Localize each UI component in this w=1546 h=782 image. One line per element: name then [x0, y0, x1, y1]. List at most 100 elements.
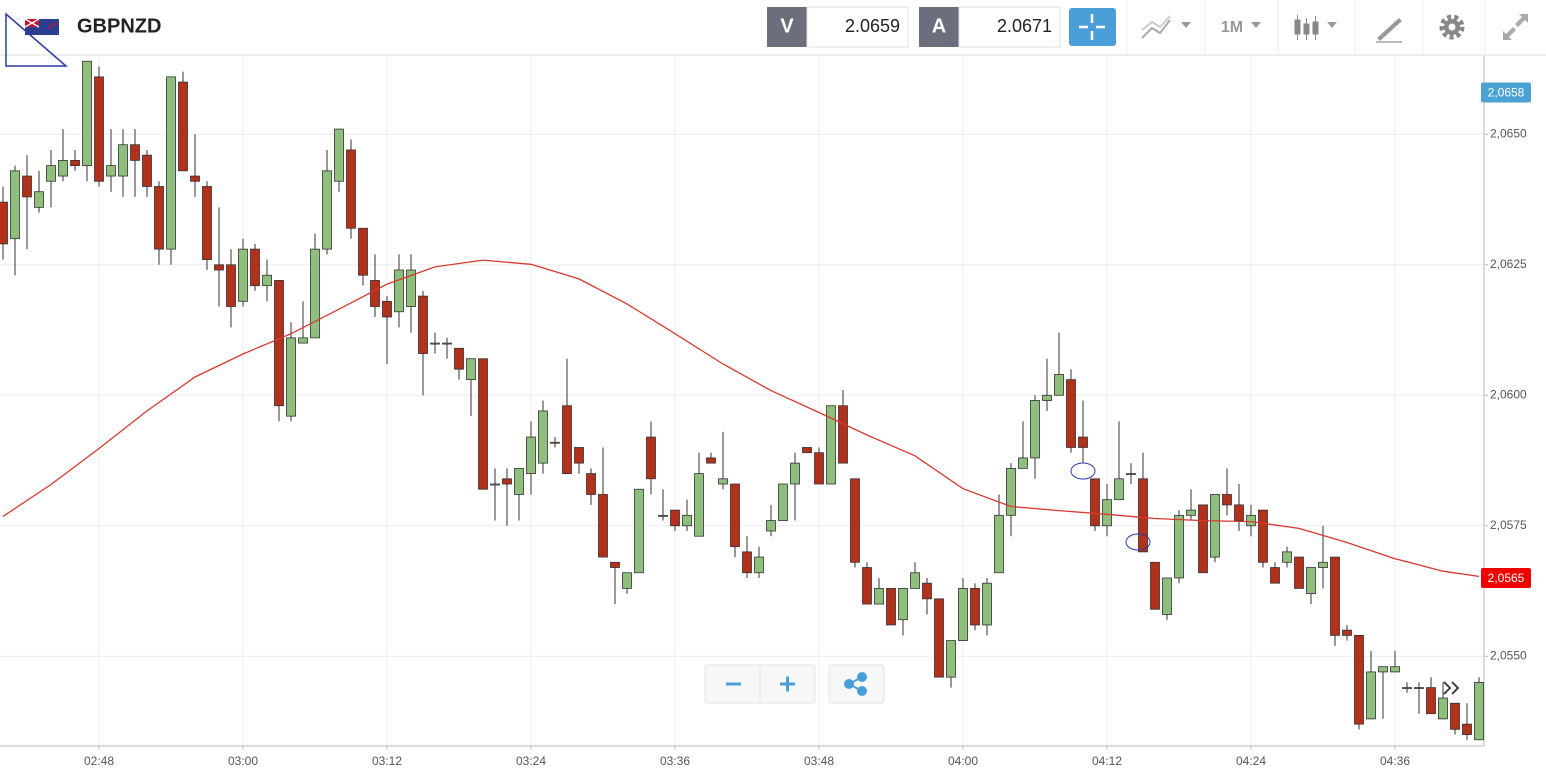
candle-body: [1354, 634, 1364, 725]
drawn-triangle: [5, 12, 69, 67]
candle-body: [550, 441, 560, 444]
candle-body: [718, 478, 728, 485]
x-tick-label: 03:12: [372, 754, 402, 768]
y-tick-label: 2,0575: [1490, 518, 1527, 532]
candle-body: [670, 509, 680, 527]
candle-body: [838, 405, 848, 464]
timeframe-button[interactable]: 1M: [1221, 19, 1261, 36]
candle-body: [1054, 374, 1064, 396]
candle-body: [598, 494, 608, 558]
grid: [0, 56, 1484, 745]
candle-body: [790, 462, 800, 485]
candle-body: [526, 436, 536, 474]
candle-body: [958, 588, 968, 642]
zoom-in-button[interactable]: [780, 676, 795, 692]
ask-label: A: [932, 15, 946, 37]
candle-body: [1438, 697, 1448, 720]
candle-body: [478, 358, 488, 490]
share-button[interactable]: [844, 672, 867, 696]
candle-body: [1126, 473, 1136, 475]
candle-body: [202, 186, 212, 260]
timeframe[interactable]: 1M: [1221, 19, 1243, 36]
candle-body: [646, 436, 656, 480]
candle-body: [862, 567, 872, 605]
candle-body: [910, 572, 920, 589]
settings-button[interactable]: [1439, 14, 1465, 40]
candle-body: [742, 551, 752, 574]
fullscreen-button[interactable]: [1503, 14, 1528, 40]
x-tick-label: 02:48: [84, 754, 114, 768]
candle-body: [10, 170, 20, 240]
candle-body: [298, 337, 308, 344]
x-tick-label: 04:00: [948, 754, 978, 768]
candle-body: [142, 154, 152, 187]
plot-area: [0, 60, 1484, 741]
candle-body: [0, 201, 8, 245]
candle-body: [874, 588, 884, 605]
candle-body: [1162, 577, 1172, 615]
ask-box: [958, 6, 1061, 48]
price-marker: [1481, 82, 1531, 103]
candle-body: [430, 342, 440, 345]
x-tick-label: 04:36: [1380, 754, 1410, 768]
candle-body: [994, 514, 1004, 574]
candle-body: [106, 165, 116, 177]
candle-body: [1462, 723, 1472, 735]
candle-body: [1090, 478, 1100, 527]
scroll-end-button[interactable]: [1443, 681, 1460, 695]
drawing-button[interactable]: [1376, 18, 1402, 43]
axes: 2,0650 2,0625 2,0600 2,0575 2,0550 02:48 03:00…: [84, 82, 1531, 768]
price-marker-label: 2,0565: [1488, 571, 1525, 585]
drawn-ellipse: [1070, 462, 1096, 480]
candle-body: [1282, 551, 1292, 563]
candle-body: [406, 269, 416, 307]
candle-body: [58, 159, 68, 177]
candles-button[interactable]: [1294, 15, 1337, 40]
candle-body: [1150, 561, 1160, 610]
y-tick-label: 2,0625: [1490, 257, 1527, 271]
bid-box: [806, 6, 909, 48]
share-box: [828, 664, 885, 704]
candle-body: [394, 269, 404, 313]
candle-body: [466, 358, 476, 381]
candle-body: [82, 60, 92, 167]
candle-body: [1330, 556, 1340, 636]
crosshair-button[interactable]: [1069, 8, 1116, 46]
candle-body: [1114, 478, 1124, 501]
candle-body: [982, 582, 992, 626]
candle-body: [190, 175, 200, 182]
candle-body: [1174, 514, 1184, 579]
candle-body: [118, 144, 128, 177]
x-tick-label: 04:24: [1236, 754, 1266, 768]
candle-body: [934, 598, 944, 678]
candle-body: [694, 473, 704, 537]
candle-body: [574, 447, 584, 464]
x-tick-label: 03:36: [660, 754, 690, 768]
chart-type-button[interactable]: [1141, 15, 1191, 39]
candle-body: [1138, 478, 1148, 553]
candle-body: [34, 191, 44, 208]
candle-body: [826, 405, 836, 485]
candle-body: [1294, 556, 1304, 589]
ask-badge: [919, 7, 959, 47]
candle-body: [322, 170, 332, 250]
candle-body: [418, 295, 428, 354]
candle-body: [1414, 687, 1424, 689]
candle-body: [766, 520, 776, 532]
drawn-ellipse: [1125, 533, 1151, 551]
candle-body: [502, 478, 512, 485]
candle-body: [1030, 400, 1040, 459]
candle-body: [334, 128, 344, 182]
candle-body: [1450, 702, 1460, 730]
candle-body: [286, 337, 296, 417]
candle-body: [1366, 671, 1376, 720]
candle-body: [1318, 561, 1328, 568]
y-tick-label: 2,0650: [1490, 126, 1527, 140]
candle-body: [634, 488, 644, 574]
candle-body: [514, 467, 524, 495]
x-tick-label: 04:12: [1092, 754, 1122, 768]
candle-body: [970, 588, 980, 626]
price-marker-label: 2,0658: [1488, 86, 1525, 100]
y-tick-label: 2,0600: [1490, 387, 1527, 401]
